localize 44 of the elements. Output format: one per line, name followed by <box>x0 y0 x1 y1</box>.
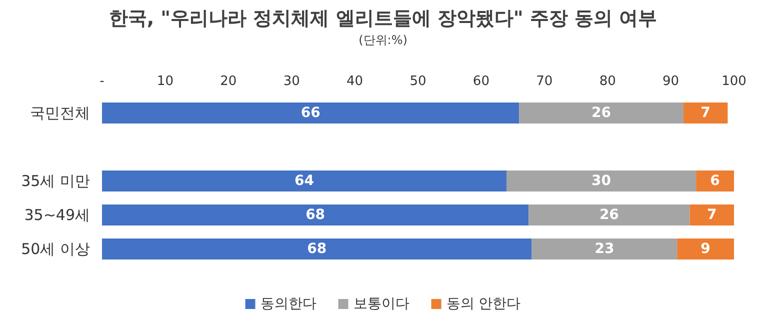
data-label: 7 <box>707 207 717 223</box>
data-label: 64 <box>294 173 314 189</box>
bar <box>683 102 728 124</box>
x-tick-label: 20 <box>220 74 237 89</box>
data-label: 66 <box>300 105 320 121</box>
bar <box>506 170 696 192</box>
bar <box>102 238 532 260</box>
data-label: 7 <box>700 105 710 121</box>
data-label: 23 <box>594 241 614 257</box>
x-tick-label: 10 <box>156 74 174 89</box>
legend-label: 동의 안한다 <box>446 296 521 312</box>
bar <box>102 170 506 192</box>
y-tick-label: 50세 이상 <box>21 240 90 258</box>
bar <box>102 204 529 226</box>
bar <box>532 238 678 260</box>
x-tick-label: 40 <box>346 74 364 89</box>
x-tick-label: 30 <box>283 74 300 89</box>
x-tick-label: 60 <box>472 74 490 89</box>
x-tick-label: - <box>100 74 105 89</box>
bar <box>528 204 690 226</box>
x-tick-label: 70 <box>536 74 553 89</box>
bar <box>102 102 520 124</box>
bar <box>690 204 734 226</box>
bar <box>696 170 734 192</box>
data-label: 26 <box>599 207 619 223</box>
bar <box>519 102 684 124</box>
data-label: 6 <box>710 173 720 189</box>
data-label: 9 <box>700 241 710 257</box>
y-tick-label: 국민전체 <box>30 104 90 122</box>
bar <box>677 238 734 260</box>
data-label: 68 <box>306 207 326 223</box>
data-label: 30 <box>592 173 612 189</box>
legend-label: 보통이다 <box>353 296 410 312</box>
chart-title: 한국, "우리나라 정치체제 엘리트들에 장악됐다" 주장 동의 여부 <box>108 8 658 30</box>
legend-label: 동의한다 <box>260 296 316 312</box>
x-tick-label: 80 <box>599 74 616 89</box>
y-tick-label: 35~49세 <box>24 206 90 224</box>
y-tick-label: 35세 미만 <box>21 172 90 190</box>
x-tick-label: 50 <box>410 74 426 89</box>
data-label: 68 <box>307 241 327 257</box>
data-label: 26 <box>592 105 612 121</box>
x-tick-label: 90 <box>662 74 680 89</box>
chart-subtitle: (단위:%) <box>358 33 408 47</box>
x-tick-label: 100 <box>722 74 746 89</box>
